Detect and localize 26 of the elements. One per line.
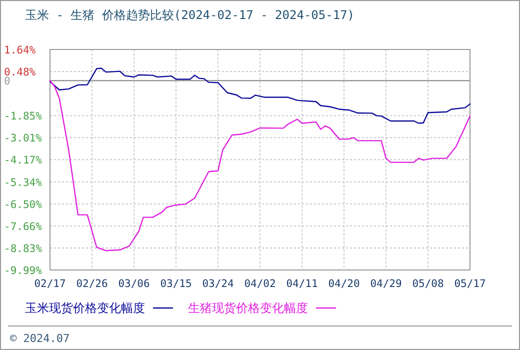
x-tick-label: 02/26 xyxy=(76,278,108,290)
x-tick-label: 04/29 xyxy=(370,278,402,290)
y-tick-label: 0.48% xyxy=(4,66,36,78)
x-tick-label: 05/08 xyxy=(412,278,444,290)
y-tick-label: -6.50% xyxy=(4,198,43,211)
y-tick-label: -1.85% xyxy=(4,110,43,123)
x-tick-label: 04/02 xyxy=(244,278,276,290)
y-tick-label: 0 xyxy=(4,76,10,88)
x-tick-label: 04/20 xyxy=(328,278,360,290)
legend-label: 玉米现货价格变化幅度 xyxy=(25,301,145,315)
y-tick-label: 1.64% xyxy=(4,44,36,56)
y-tick-label: -3.01% xyxy=(4,132,43,145)
x-tick-label: 02/17 xyxy=(34,278,66,290)
x-tick-label: 03/06 xyxy=(118,278,150,290)
x-tick-label: 03/15 xyxy=(160,278,192,290)
text: © 2024.07 xyxy=(10,332,70,345)
y-tick-label: -4.17% xyxy=(4,154,43,167)
y-tick-label: -5.34% xyxy=(4,176,43,189)
y-tick-label: -8.83% xyxy=(4,243,43,256)
x-tick-label: 03/24 xyxy=(202,278,234,290)
x-tick-label: 04/11 xyxy=(286,278,318,290)
y-tick-label: -7.66% xyxy=(4,220,43,233)
legend-label: 生猪现货价格变化幅度 xyxy=(188,301,308,315)
chart-title: 玉米 - 生猪 价格趋势比较(2024-02-17 - 2024-05-17) xyxy=(25,8,355,22)
x-tick-label: 05/17 xyxy=(454,278,486,290)
y-tick-label: -9.99% xyxy=(4,265,43,277)
